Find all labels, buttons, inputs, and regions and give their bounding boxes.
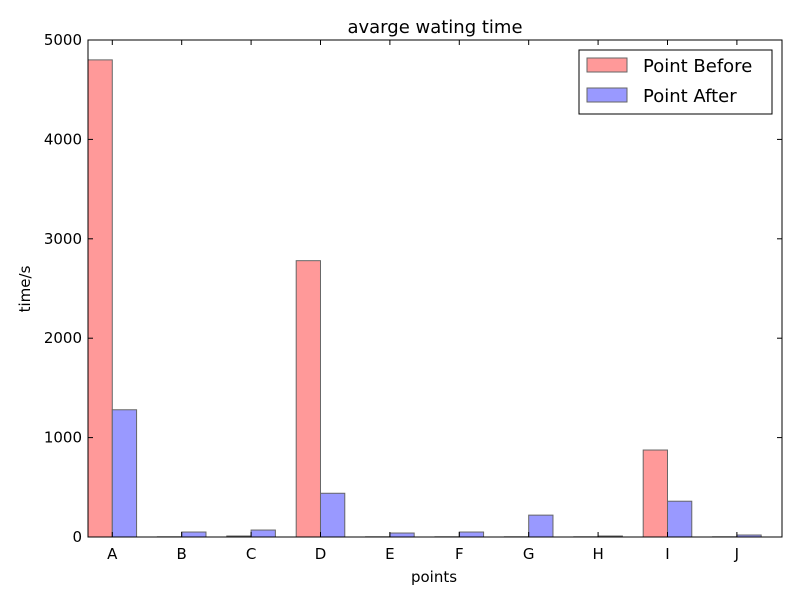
bar-after-G: [528, 514, 554, 538]
bar-after-E: [389, 532, 415, 538]
legend-swatch-after: [586, 87, 628, 103]
x-tick-label-D: D: [315, 545, 327, 563]
y-tick-label-0: 0: [72, 528, 82, 546]
legend-label-after: Point After: [643, 86, 737, 107]
x-tick-label-J: J: [734, 545, 739, 563]
bar-after-A: [111, 409, 138, 538]
y-tick-label-5000: 5000: [44, 31, 82, 49]
y-tick-label-2000: 2000: [44, 329, 82, 347]
bar-before-D: [295, 260, 321, 538]
y-tick-label-4000: 4000: [44, 130, 82, 148]
x-axis-label: points: [411, 568, 457, 586]
bar-before-A: [87, 59, 113, 538]
x-tick-label-G: G: [523, 545, 535, 563]
legend: Point Before Point After: [578, 49, 773, 115]
x-tick-label-E: E: [385, 545, 394, 563]
x-tick-label-F: F: [455, 545, 464, 563]
x-tick-label-A: A: [107, 545, 118, 563]
bars-group: [87, 59, 762, 538]
bar-after-D: [319, 492, 346, 538]
bar-after-C: [250, 529, 276, 538]
x-tick-label-C: C: [246, 545, 256, 563]
bar-after-I: [666, 500, 693, 538]
legend-label-before: Point Before: [643, 56, 752, 77]
legend-swatch-before: [586, 57, 628, 73]
x-tick-labels: A B C D E F G H I J: [107, 545, 739, 563]
bar-after-F: [458, 531, 485, 538]
x-tick-label-B: B: [177, 545, 187, 563]
plot-frame: [87, 39, 783, 538]
y-tick-label-1000: 1000: [44, 429, 82, 447]
axis-ticks: [88, 39, 782, 538]
y-axis-label: time/s: [16, 265, 34, 312]
x-tick-label-H: H: [592, 545, 603, 563]
bar-after-B: [181, 531, 207, 538]
x-tick-label-I: I: [665, 545, 669, 563]
y-tick-label-3000: 3000: [44, 230, 82, 248]
bar-before-I: [642, 449, 668, 538]
chart-title: avarge wating time: [347, 17, 522, 38]
y-tick-labels: 0 1000 2000 3000 4000 5000: [44, 31, 82, 546]
